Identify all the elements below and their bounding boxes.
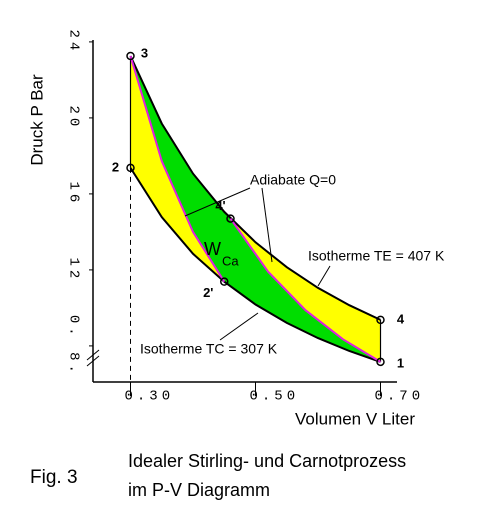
leader [317, 265, 331, 287]
adiabat-label: Adiabate Q=0 [250, 172, 336, 188]
x-tick-label: 0.70 [375, 389, 425, 405]
stirling-area [130, 56, 381, 362]
caption: Idealer Stirling- und Carnotprozess [128, 451, 406, 471]
leader [219, 312, 259, 341]
y-tick-label: 20 [65, 105, 81, 130]
state-point [220, 277, 229, 286]
x-tick-label: 0.50 [250, 389, 300, 405]
isotherm-tc-label: Isotherme TC = 307 K [140, 341, 278, 357]
figure-label: Fig. 3 [30, 467, 78, 488]
isotherm-te-label: Isotherme TE = 407 K [308, 248, 445, 264]
curve [129, 167, 381, 363]
point-label: 1 [397, 355, 404, 370]
state-point [376, 315, 385, 325]
carnot-area [130, 56, 381, 362]
point-label: 3 [141, 45, 148, 60]
work-label-sub: Ca [222, 253, 239, 268]
y-tick-label: 12 [65, 257, 81, 282]
y-tick-label: 0. 8. [65, 315, 81, 377]
caption: im P-V Diagramm [128, 480, 270, 500]
y-tick-label: 16 [65, 181, 81, 206]
state-point [376, 357, 385, 367]
leader [184, 187, 251, 217]
point-label: 2' [203, 285, 213, 300]
state-point [226, 214, 235, 223]
x-tick-label: 0.30 [125, 389, 175, 405]
y-tick-label: 24 [65, 29, 81, 54]
curve [129, 55, 381, 321]
axis-break [86, 349, 100, 367]
point-label: 4 [397, 311, 405, 326]
curve [129, 55, 382, 363]
point-label: 2 [112, 159, 119, 174]
state-point [126, 163, 135, 173]
state-point [126, 51, 135, 61]
y-axis-label: Druck P Bar [27, 74, 46, 166]
point-label: 4' [215, 198, 225, 213]
work-label: W [204, 239, 221, 259]
x-axis-label: Volumen V Liter [295, 409, 415, 428]
leader [261, 187, 273, 263]
